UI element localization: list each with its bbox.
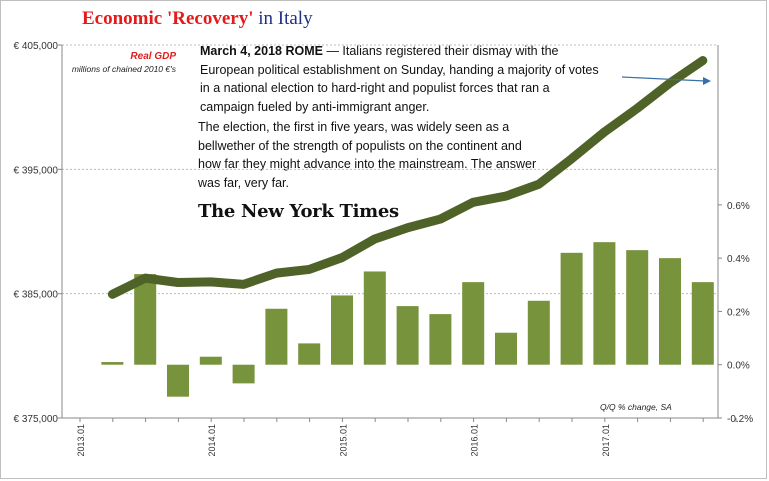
bar <box>659 258 681 365</box>
bar <box>527 300 550 365</box>
bar <box>495 332 517 365</box>
gdp-line <box>107 56 708 299</box>
title-part-1: Economic 'Recovery' <box>82 8 254 29</box>
x-tick-label: 2017.01 <box>601 424 611 457</box>
annotation-arrow-shaft <box>621 76 706 82</box>
bar <box>560 252 583 365</box>
right-tick-label: 0.6% <box>727 201 750 212</box>
bar <box>691 282 714 365</box>
article-lead-text: — Italians registered their dismay with … <box>200 44 599 114</box>
gdp-legend-units: millions of chained 2010 €'s <box>71 64 176 74</box>
article-paragraph-2: The election, the first in five years, w… <box>198 120 537 190</box>
bar-axis-label: Q/Q % change, SA <box>600 402 672 412</box>
nyt-source-logo: The New York Times <box>198 201 399 222</box>
x-tick-label: 2016.01 <box>470 424 480 457</box>
bar <box>101 362 124 365</box>
gdp-legend: Real GDP millions of chained 2010 €'s <box>72 51 176 75</box>
bar <box>396 306 419 365</box>
bar <box>265 308 288 365</box>
x-tick-label: 2015.01 <box>338 424 348 457</box>
bar <box>462 282 485 365</box>
article-dateline: March 4, 2018 ROME <box>200 44 323 58</box>
bar <box>134 274 157 365</box>
left-tick-label: € 405,000 <box>14 41 59 52</box>
bar <box>298 343 321 365</box>
chart-title: Economic 'Recovery' in Italy <box>82 8 313 30</box>
right-tick-label: 0.2% <box>727 307 750 318</box>
left-tick-label: € 375,000 <box>14 414 59 425</box>
bar <box>363 271 386 365</box>
x-tick-label: 2013.01 <box>76 424 86 457</box>
bar <box>626 250 649 365</box>
gdp-legend-name: Real GDP <box>130 51 176 62</box>
bar <box>199 356 222 365</box>
right-tick-label: -0.2% <box>727 414 753 425</box>
right-tick-label: 0.0% <box>727 361 750 372</box>
title-part-2: in Italy <box>253 8 313 29</box>
left-tick-label: € 385,000 <box>14 290 59 301</box>
article-lead: March 4, 2018 ROME — Italians registered… <box>200 42 600 116</box>
left-tick-label: € 395,000 <box>14 165 59 176</box>
bar <box>232 364 255 384</box>
bar <box>167 364 189 397</box>
bar <box>429 314 452 365</box>
bar <box>331 295 353 365</box>
right-tick-label: 0.4% <box>727 254 750 265</box>
annotation-arrow-head <box>703 77 711 85</box>
x-tick-label: 2014.01 <box>207 424 217 457</box>
bar <box>593 242 616 365</box>
